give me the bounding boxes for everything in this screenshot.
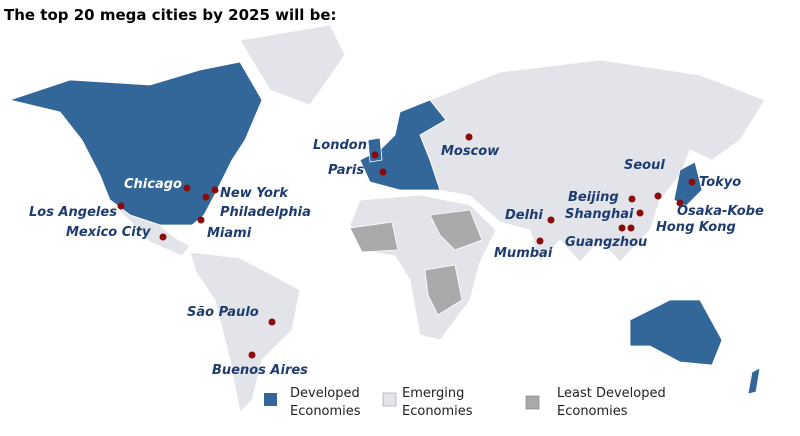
city-label: Buenos Aires — [212, 363, 308, 378]
city-marker — [654, 192, 662, 200]
city-marker — [183, 184, 191, 192]
city-label: Miami — [207, 226, 252, 241]
city-label: New York — [220, 186, 289, 201]
legend: Developed Economies Emerging Economies L… — [264, 386, 666, 419]
city-marker — [379, 168, 387, 176]
landmasses — [8, 24, 766, 413]
city-marker — [202, 193, 210, 201]
city-marker — [197, 216, 205, 224]
greenland — [239, 24, 346, 106]
north-america — [8, 61, 263, 226]
least-developed-1 — [349, 221, 399, 253]
city-label: Mexico City — [66, 225, 151, 240]
city-label: Guangzhou — [565, 235, 647, 250]
africa — [349, 194, 497, 341]
legend-label: Economies — [290, 404, 361, 419]
city-marker — [618, 224, 626, 232]
city-marker — [248, 351, 256, 359]
mexico-central-america — [109, 199, 191, 257]
city-label: Los Angeles — [29, 205, 117, 220]
city-marker — [676, 199, 684, 207]
city-label: Mumbai — [494, 246, 553, 261]
city-label: São Paulo — [187, 305, 259, 320]
city-label: Tokyo — [699, 175, 741, 190]
legend-swatch — [525, 395, 540, 410]
legend-label: Economies — [557, 404, 628, 419]
title: The top 20 mega cities by 2025 will be: — [4, 6, 337, 24]
city-marker — [636, 209, 644, 217]
city-label: London — [313, 138, 367, 153]
city-label: Shanghai — [565, 207, 634, 222]
city-marker — [688, 178, 696, 186]
legend-label: Developed — [290, 386, 360, 401]
australia — [629, 299, 723, 366]
legend-swatch — [382, 392, 397, 407]
legend-label: Emerging — [402, 386, 464, 401]
city-label: Osaka-Kobe — [677, 204, 764, 219]
legend-label: Least Developed — [557, 386, 666, 401]
city-marker — [371, 151, 379, 159]
japan — [673, 161, 703, 207]
city-marker — [628, 195, 636, 203]
city-label: Delhi — [505, 208, 543, 223]
uk — [367, 137, 383, 163]
legend-swatch — [264, 393, 277, 406]
city-label: Paris — [328, 163, 364, 178]
cities: Chicago New York Philadelphia Los Angeles Me… — [29, 133, 764, 378]
city-marker — [536, 237, 544, 245]
least-developed-3 — [424, 264, 463, 316]
city-label: Chicago — [124, 177, 182, 192]
city-marker — [465, 133, 473, 141]
city-marker — [211, 186, 219, 194]
city-marker — [547, 216, 555, 224]
new-zealand — [747, 367, 761, 395]
south-america — [189, 251, 301, 413]
city-marker — [627, 224, 635, 232]
city-label: Philadelphia — [220, 205, 311, 220]
city-marker — [117, 202, 125, 210]
city-marker — [159, 233, 167, 241]
asia — [419, 59, 766, 263]
city-label: Hong Kong — [656, 220, 736, 235]
city-label: Seoul — [624, 158, 665, 173]
legend-label: Economies — [402, 404, 473, 419]
city-marker — [268, 318, 276, 326]
least-developed-2 — [429, 209, 483, 251]
city-label: Beijing — [568, 190, 619, 205]
city-label: Moscow — [441, 144, 500, 159]
